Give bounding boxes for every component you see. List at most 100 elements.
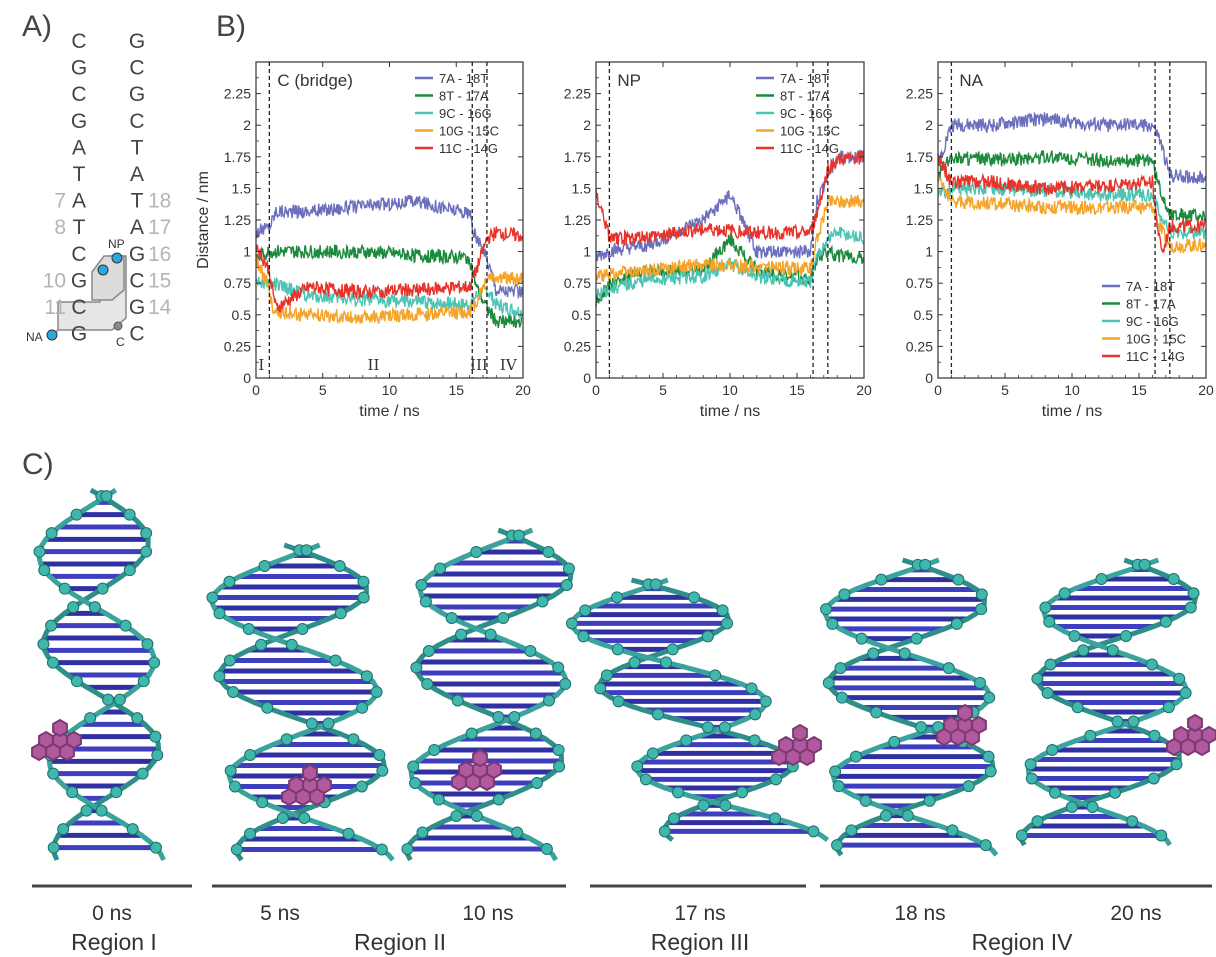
sugar-marker <box>915 721 928 734</box>
sugar-marker <box>831 839 844 852</box>
seq-right-base: G <box>129 30 145 53</box>
sugar-marker <box>835 691 848 704</box>
ligand-ring <box>295 787 311 807</box>
region-caption-3: Region III <box>651 929 749 955</box>
ligand-molecule <box>1166 713 1216 757</box>
sugar-marker <box>524 645 537 657</box>
sugar-marker <box>149 841 162 854</box>
sugar-marker <box>407 760 420 773</box>
sugar-marker <box>280 733 293 746</box>
panel-label-c: C) <box>22 448 54 481</box>
sugar-marker <box>1184 601 1197 614</box>
y-tick-label: 1.5 <box>914 180 934 196</box>
sugar-marker <box>701 721 714 734</box>
sugar-marker <box>1187 587 1200 600</box>
sugar-marker <box>401 843 414 855</box>
np-marker-label: NP <box>108 237 125 251</box>
x-tick-label: 10 <box>382 382 398 398</box>
sugar-marker <box>611 643 624 656</box>
sugar-marker <box>612 695 625 708</box>
dna-helix-snapshot <box>565 577 830 842</box>
seq-right-index: 15 <box>148 269 171 292</box>
sugar-marker <box>1138 558 1151 571</box>
sugar-marker <box>416 826 429 839</box>
sugar-marker <box>879 809 892 822</box>
ligand-ring <box>302 763 318 783</box>
sugar-marker <box>1046 744 1059 756</box>
y-tick-label: 0.75 <box>906 275 933 291</box>
sugar-marker <box>227 686 240 698</box>
sugar-marker <box>322 717 335 730</box>
distance-plot-1: 0 0.25 0.5 0.75 1 1.25 1.5 1.75 2 2.25 0 5 10 15 20 tim… <box>195 61 531 420</box>
region-label: II <box>368 356 380 374</box>
sugar-marker <box>628 656 641 669</box>
seq-right-index: 14 <box>148 296 172 319</box>
sugar-marker <box>492 711 505 723</box>
y-tick-label: 2 <box>583 117 591 133</box>
np-marker-dot-1 <box>97 264 109 276</box>
ligand-ring <box>465 772 481 792</box>
region-label: IV <box>500 356 518 374</box>
sugar-marker <box>975 603 988 616</box>
y-axis-label: Distance / nm <box>195 171 212 269</box>
sugar-marker <box>577 630 590 643</box>
sugar-marker <box>748 734 761 747</box>
c-marker-dot <box>113 321 123 331</box>
sugar-marker <box>410 661 423 674</box>
y-tick-label: 2.25 <box>224 86 251 102</box>
y-tick-label: 2 <box>925 117 933 133</box>
legend-entry: 11C - 14G <box>439 141 498 156</box>
region-caption-2: Region II <box>354 929 446 955</box>
sugar-marker <box>100 490 113 503</box>
sugar-marker <box>672 786 685 799</box>
sugar-marker <box>540 843 553 855</box>
sugar-marker <box>553 760 566 773</box>
sugar-marker <box>360 670 373 683</box>
sugar-marker <box>1145 658 1158 671</box>
snapshot-time-1: 0 ns <box>92 902 132 925</box>
sugar-marker <box>867 647 880 660</box>
sugar-marker <box>646 747 659 760</box>
sugar-marker <box>562 562 575 575</box>
y-tick-label: 2.25 <box>906 86 933 102</box>
seq-left-base: G <box>71 57 87 80</box>
sugar-marker <box>223 575 236 588</box>
ligand-ring <box>771 747 787 767</box>
sugar-marker <box>88 601 101 614</box>
sugar-marker <box>355 780 368 793</box>
sugar-marker <box>422 645 435 657</box>
sugar-marker <box>492 793 505 806</box>
sugar-marker <box>347 733 360 746</box>
plot-title: NP <box>617 71 641 90</box>
sugar-marker <box>983 691 996 704</box>
sugar-marker <box>409 777 422 789</box>
series-line-7a-18t <box>937 111 1206 184</box>
x-tick-label: 15 <box>1131 382 1147 398</box>
sugar-marker <box>113 693 126 706</box>
legend-entry: 11C - 14G <box>1126 349 1185 364</box>
sugar-marker <box>668 812 681 825</box>
seq-right-index: 16 <box>148 243 171 266</box>
sugar-marker <box>244 827 257 840</box>
sugar-marker <box>140 545 153 558</box>
sugar-marker <box>1148 729 1161 742</box>
seq-left-index: 10 <box>43 269 66 292</box>
y-tick-label: 0.5 <box>914 307 934 323</box>
ligand-ring <box>936 727 952 747</box>
sugar-marker <box>697 799 710 812</box>
legend-entry: 9C - 16G <box>1126 314 1179 329</box>
sugar-marker <box>67 601 80 614</box>
seq-left-base: G <box>71 269 87 292</box>
sugar-marker <box>1127 715 1140 728</box>
seq-right-base: C <box>129 269 144 292</box>
snapshot-time-6: 20 ns <box>1110 902 1161 925</box>
legend-entry: 7A - 18T <box>439 71 488 86</box>
sugar-marker <box>901 809 914 822</box>
sugar-marker <box>919 558 932 571</box>
distance-plot-3: 0 0.25 0.5 0.75 1 1.25 1.5 1.75 2 2.25 0 5 10 15 20 tim… <box>906 61 1214 420</box>
sugar-marker <box>542 546 555 558</box>
sugar-marker <box>45 527 58 540</box>
sugar-marker <box>451 694 464 707</box>
sugar-marker <box>552 744 565 756</box>
